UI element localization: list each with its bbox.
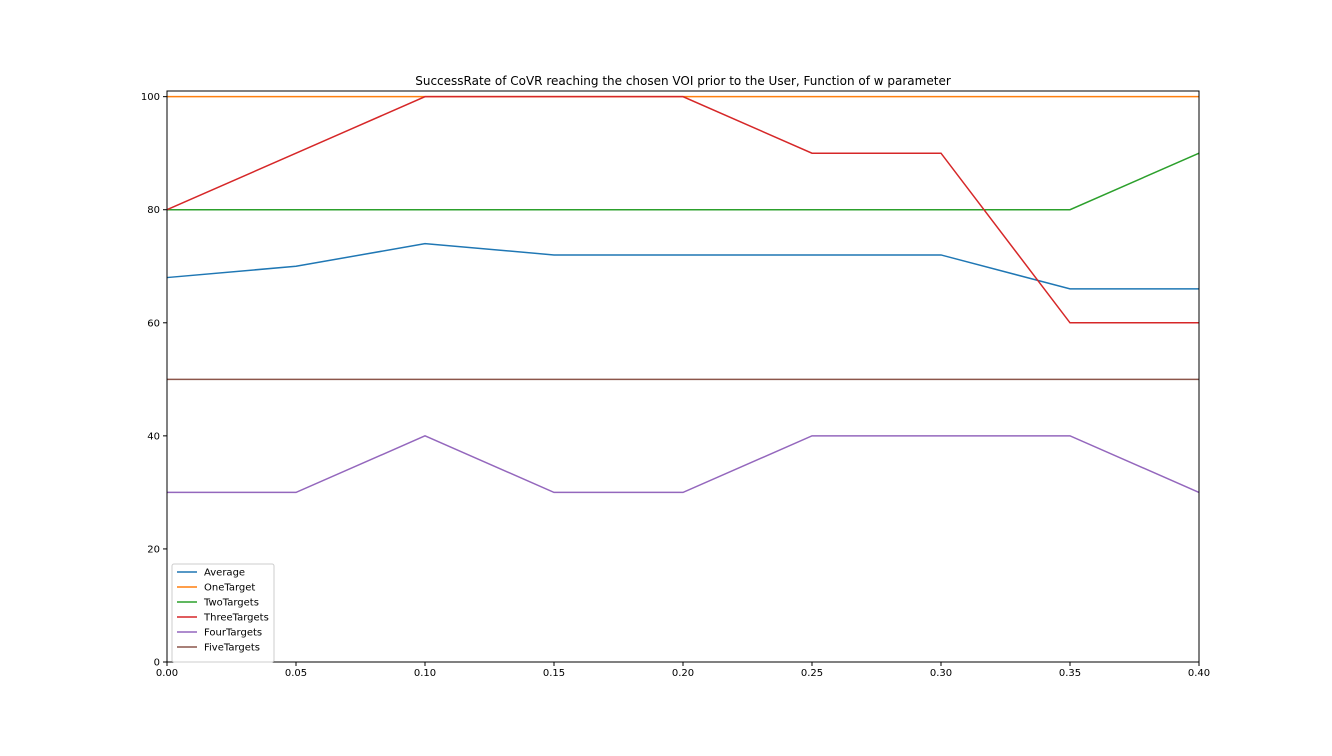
x-tick-label: 0.00 [156, 668, 178, 679]
x-tick-label: 0.15 [543, 668, 565, 679]
series-line-fourtargets [167, 435, 1200, 494]
legend-label: OneTarget [204, 583, 255, 594]
y-tick-label: 20 [147, 544, 160, 555]
series-layer [166, 95, 1200, 494]
x-tick-label: 0.25 [801, 668, 823, 679]
legend-label: FiveTargets [204, 643, 260, 654]
legend: Average OneTarget TwoTargets ThreeTargets Fo… [171, 563, 275, 663]
legend-label: FourTargets [204, 628, 262, 639]
x-axis: 0.00 0.05 0.10 0.15 0.20 0.25 0.30 0.35 0.40 [156, 662, 1210, 679]
x-tick-label: 0.40 [1188, 668, 1210, 679]
legend-label: TwoTargets [203, 598, 259, 609]
y-axis: 0 20 40 60 80 100 [141, 92, 167, 669]
series-line-twotargets [167, 152, 1200, 211]
x-tick-label: 0.20 [672, 668, 694, 679]
chart-title: SuccessRate of CoVR reaching the chosen … [415, 74, 951, 88]
legend-label: Average [204, 568, 245, 579]
series-line-threetargets [166, 95, 1199, 324]
y-tick-label: 0 [154, 658, 160, 669]
x-tick-label: 0.10 [414, 668, 436, 679]
plot-frame [166, 90, 1200, 663]
y-tick-label: 100 [141, 92, 160, 103]
x-tick-label: 0.35 [1059, 668, 1081, 679]
y-tick-label: 40 [147, 431, 160, 442]
x-tick-label: 0.05 [285, 668, 307, 679]
legend-box [171, 563, 275, 663]
series-line-average [166, 242, 1199, 290]
x-tick-label: 0.30 [930, 668, 952, 679]
y-tick-label: 60 [147, 318, 160, 329]
y-tick-label: 80 [147, 205, 160, 216]
legend-label: ThreeTargets [203, 613, 269, 624]
